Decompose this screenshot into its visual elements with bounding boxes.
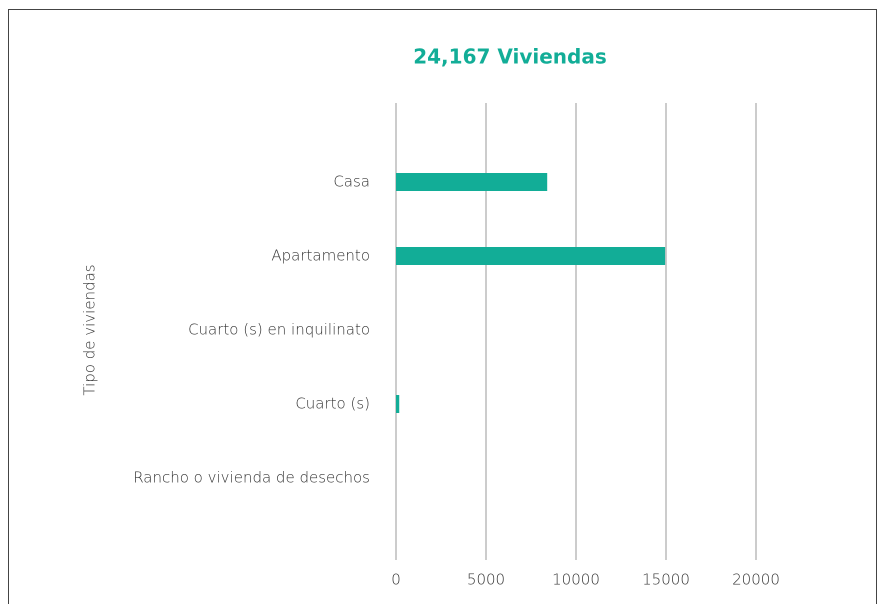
x-tick-label: 5000 [467,571,505,589]
y-tick-label: Rancho o vivienda de desechos [133,469,370,487]
y-tick-label: Apartamento [271,247,370,265]
chart-title: 24,167 Viviendas [413,45,607,69]
y-tick-label: Cuarto (s) [295,395,370,413]
y-tick-label: Cuarto (s) en inquilinato [188,321,370,339]
x-tick-label: 0 [391,571,401,589]
bar [396,247,666,265]
x-tick-label: 15000 [642,571,690,589]
bar [396,395,400,413]
x-tick-label: 20000 [732,571,780,589]
y-tick-label: Casa [333,173,370,191]
y-axis-label: Tipo de viviendas [81,264,99,395]
x-tick-label: 10000 [552,571,600,589]
bar [396,173,548,191]
